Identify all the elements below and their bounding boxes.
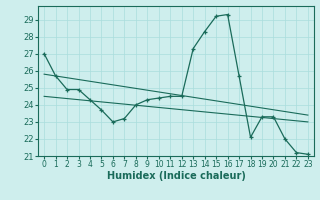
X-axis label: Humidex (Indice chaleur): Humidex (Indice chaleur) — [107, 171, 245, 181]
